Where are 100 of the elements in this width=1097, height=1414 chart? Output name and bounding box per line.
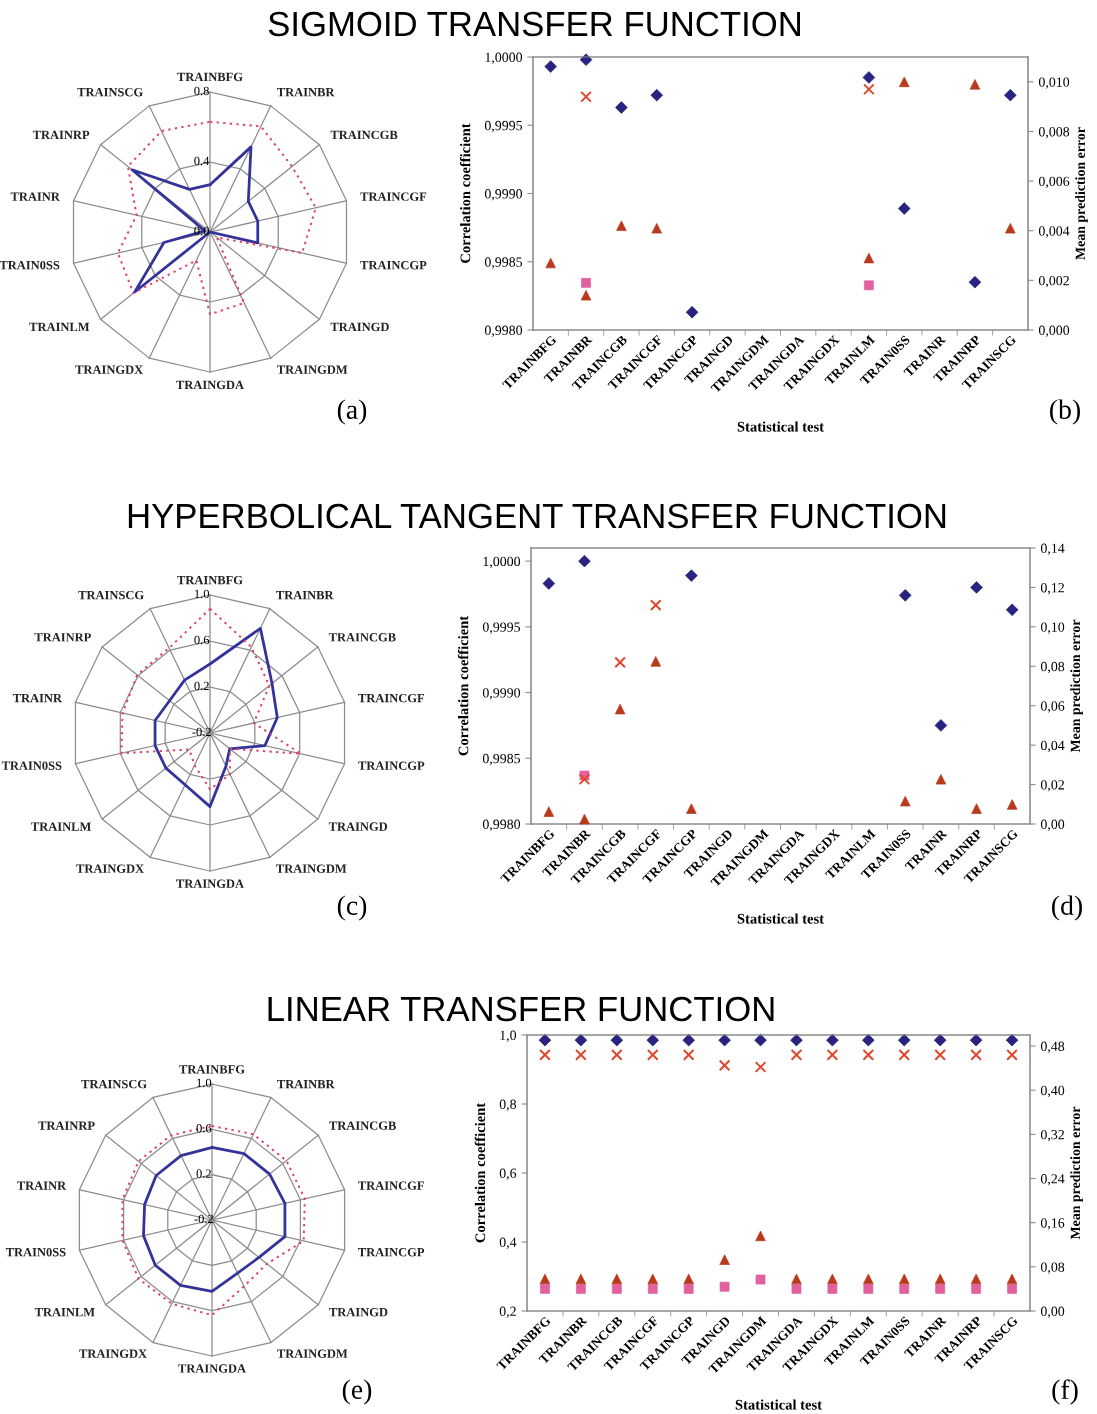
spoke-label: TRAINCGP <box>358 1248 425 1257</box>
y-tick-label: 0,9985 <box>484 257 523 269</box>
spoke-label: TRAINCGP <box>360 261 427 270</box>
y-tick-label: 0,9995 <box>482 622 521 634</box>
y2-axis-title: Mean prediction error <box>1075 127 1088 260</box>
y-tick-label: 0.2 <box>196 1169 211 1178</box>
x-axis-title: Statistical test <box>735 1399 822 1410</box>
point <box>580 90 592 103</box>
spoke-label: TRAINGDM <box>277 1349 348 1358</box>
point <box>610 1049 623 1061</box>
point <box>826 1049 839 1061</box>
y2-tick-label: 0,02 <box>1040 780 1064 792</box>
y-tick-label: 1,0 <box>500 1030 517 1042</box>
spoke-label: TRAINRP <box>38 1121 95 1130</box>
text: SIGMOID TRANSFER FUNCTION <box>268 11 800 37</box>
spoke-label: TRAINBFG <box>177 72 243 82</box>
spoke-label: TRAIN0SS <box>1 761 62 770</box>
y2-tick-label: 0,40 <box>1040 1085 1065 1098</box>
y2-axis-title: Mean prediction error <box>1070 619 1083 753</box>
spoke-label: TRAINGDX <box>75 365 144 374</box>
point <box>539 1049 551 1061</box>
text: (a) <box>337 399 367 425</box>
y-tick-label: 0.6 <box>194 635 210 645</box>
point <box>649 599 662 611</box>
point <box>1006 1049 1018 1061</box>
y-tick-label: 0.8 <box>194 86 209 96</box>
text: (f) <box>1052 1379 1078 1405</box>
y-tick-label: 0,9995 <box>484 120 523 133</box>
point <box>646 1049 659 1061</box>
spoke-label: TRAINCGB <box>328 633 396 642</box>
spoke-label: TRAINBFG <box>177 575 243 585</box>
x-axis-title: Statistical test <box>737 913 824 924</box>
point <box>898 1049 911 1061</box>
spoke-label: TRAINLM <box>29 322 90 332</box>
spoke-label: TRAINGD <box>329 1308 388 1317</box>
spoke-label: TRAINCGF <box>358 693 425 703</box>
spoke-label: TRAINBR <box>277 1079 335 1089</box>
spoke-label: TRAINCGF <box>358 1181 424 1190</box>
y2-tick-label: 0,06 <box>1040 701 1065 713</box>
y-axis-title: Correlation coefficient <box>457 615 469 756</box>
y-axis-title: Correlation coefficient <box>459 123 471 263</box>
point <box>862 1049 875 1061</box>
y-tick-label: 1,0000 <box>483 556 521 569</box>
y2-tick-label: 0,24 <box>1040 1174 1065 1186</box>
spoke-label: TRAINLM <box>31 822 91 831</box>
spoke-label: TRAINCGB <box>330 130 398 140</box>
y2-tick-label: 0,08 <box>1040 1262 1065 1274</box>
y-tick-label: -0.2 <box>194 1214 214 1224</box>
y2-tick-label: 0,010 <box>1038 77 1070 89</box>
x-axis-title: Statistical test <box>737 421 824 432</box>
text: (b) <box>1050 399 1080 425</box>
text: LINEAR TRANSFER FUNCTION <box>268 996 774 1022</box>
text: (e) <box>342 1379 372 1405</box>
spoke-label: TRAINCGF <box>360 192 427 201</box>
y-tick-label: 0,8 <box>499 1099 517 1111</box>
y2-tick-label: 0,000 <box>1038 325 1070 337</box>
y-tick-label: 0,9985 <box>482 753 521 766</box>
point <box>575 1049 587 1061</box>
text: HYPERBOLICAL TANGENT TRANSFER FUNCTION <box>128 503 946 529</box>
spoke-label: TRAINCGB <box>329 1121 396 1130</box>
spoke-label: TRAINGDM <box>277 365 348 374</box>
spoke-label: TRAINR <box>10 192 60 201</box>
point <box>934 1049 947 1061</box>
y-tick-label: 1.0 <box>197 1078 212 1088</box>
y2-axis-title: Mean prediction error <box>1070 1106 1083 1240</box>
spoke-label: TRAINSCG <box>77 87 143 97</box>
y2-tick-label: 0,32 <box>1040 1129 1064 1142</box>
y-tick-label: 0.4 <box>194 156 210 166</box>
y2-tick-label: 0,00 <box>1040 1306 1065 1318</box>
spoke-label: TRAINLM <box>34 1308 95 1317</box>
y2-tick-label: 0,002 <box>1038 275 1069 288</box>
spoke-label: TRAIN0SS <box>0 260 60 270</box>
spoke-label: TRAINBR <box>277 88 335 97</box>
spoke-label: TRAIN0SS <box>5 1247 66 1257</box>
y2-tick-label: 0,48 <box>1040 1041 1065 1053</box>
text: (d) <box>1052 895 1082 921</box>
y-tick-label: 0,4 <box>499 1237 517 1249</box>
spoke-label: TRAINGDX <box>79 1349 147 1358</box>
y2-tick-label: 0,00 <box>1040 819 1065 831</box>
point <box>754 1061 767 1073</box>
y-tick-label: 0.2 <box>194 681 209 691</box>
spoke-label: TRAINRP <box>32 130 90 139</box>
y2-tick-label: 0,004 <box>1038 226 1070 238</box>
point <box>614 656 626 669</box>
point <box>970 1049 982 1061</box>
y2-tick-label: 0,16 <box>1040 1218 1065 1230</box>
y-tick-label: -0.2 <box>192 727 211 737</box>
point <box>682 1049 695 1061</box>
spoke-label: TRAINR <box>17 1181 67 1190</box>
y2-tick-label: 0,14 <box>1040 543 1065 555</box>
y-tick-label: 0.0 <box>194 226 209 236</box>
y-tick-label: 1.0 <box>195 589 210 599</box>
spoke-label: TRAINRP <box>34 633 91 642</box>
y-tick-label: 0,9990 <box>482 688 521 700</box>
spoke-label: TRAINR <box>12 693 63 703</box>
spoke-label: TRAINCGP <box>358 761 425 770</box>
y-axis-title: Correlation coefficient <box>474 1102 486 1243</box>
spoke-label: TRAINGD <box>330 322 389 332</box>
y2-tick-label: 0,12 <box>1040 583 1064 595</box>
spoke-label: TRAINSCG <box>78 590 144 600</box>
